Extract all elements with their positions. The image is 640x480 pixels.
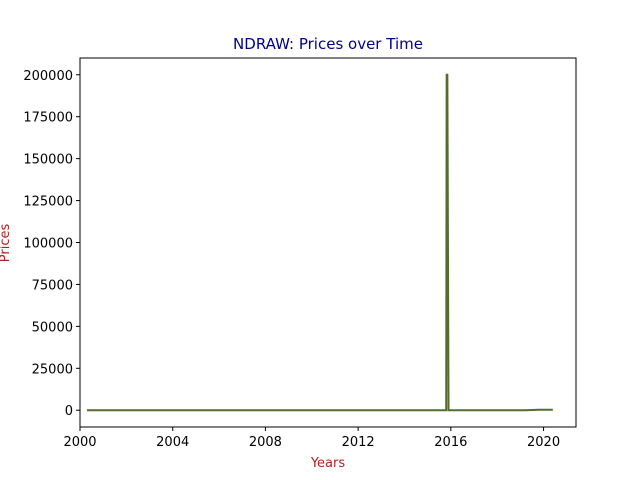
x-tick-label: 2012 bbox=[342, 435, 375, 450]
y-tick-label: 75000 bbox=[32, 278, 73, 293]
y-tick-label: 150000 bbox=[23, 153, 73, 168]
y-axis-ticks: 0 25000 50000 75000 100000 125000 150000 175000… bbox=[23, 69, 80, 419]
axes-frame bbox=[79, 57, 577, 428]
chart-title: NDRAW: Prices over Time bbox=[233, 35, 423, 53]
x-tick-label: 2016 bbox=[434, 435, 467, 450]
plot-area: 2000 2004 2008 2012 2016 2020 0 25000 50000 7500… bbox=[23, 57, 577, 450]
x-tick-label: 2004 bbox=[156, 435, 189, 450]
x-axis-ticks: 2000 2004 2008 2012 2016 2020 bbox=[63, 427, 560, 450]
x-tick-label: 2000 bbox=[63, 435, 96, 450]
price-series-line bbox=[86, 73, 553, 412]
y-axis-label: Prices bbox=[0, 224, 13, 263]
y-tick-label: 0 bbox=[65, 404, 73, 419]
y-tick-label: 25000 bbox=[32, 362, 73, 377]
y-tick-label: 100000 bbox=[23, 237, 73, 252]
y-tick-label: 200000 bbox=[23, 69, 73, 84]
x-tick-label: 2008 bbox=[249, 435, 282, 450]
series-lines bbox=[86, 73, 553, 412]
y-tick-label: 175000 bbox=[23, 111, 73, 126]
x-axis-label: Years bbox=[310, 456, 346, 471]
y-tick-label: 50000 bbox=[32, 320, 73, 335]
y-tick-label: 125000 bbox=[23, 195, 73, 210]
x-tick-label: 2020 bbox=[527, 435, 560, 450]
